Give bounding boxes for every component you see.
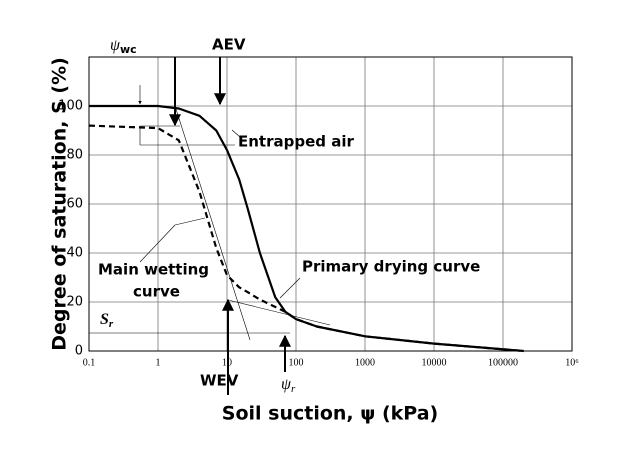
y-axis-label: Degree of saturation, S (%) [49, 57, 71, 351]
ticks: 0.1 1 10 100 1000 10000 100000 10⁶ 0 20 40 60 80 100 [58, 99, 579, 369]
psi-wc-label: ψwc [110, 37, 137, 56]
y-tick-label: 40 [66, 246, 83, 261]
entrapped-air-label: Entrapped air [238, 133, 354, 151]
arrows [138, 57, 291, 395]
x-tick-label: 100000 [488, 357, 518, 368]
grid [88, 57, 573, 352]
wetting-label: Main wetting [98, 261, 209, 279]
x-tick-label: 10 [222, 357, 232, 368]
x-tick-label: 1 [156, 357, 161, 368]
drying-label: Primary drying curve [302, 258, 480, 276]
y-tick-label: 60 [66, 197, 83, 212]
y-tick-label: 20 [66, 295, 83, 310]
x-tick-label: 1000 [355, 357, 375, 368]
x-tick-label: 10⁶ [565, 357, 579, 368]
x-axis-label: Soil suction, ψ (kPa) [222, 403, 438, 425]
y-tick-label: 0 [75, 344, 83, 359]
x-tick-label: 100 [289, 357, 304, 368]
curve [88, 124, 524, 353]
wev-label: WEV [200, 372, 239, 390]
aev-label: AEV [212, 36, 246, 54]
sr-label: Sr [100, 311, 114, 330]
y-tick-label: 80 [66, 148, 83, 163]
curves [88, 104, 524, 353]
psi-r-label: ψr [281, 376, 296, 395]
x-tick-label: 0.1 [83, 357, 96, 368]
wetting-label: curve [133, 283, 180, 301]
construction-lines [89, 105, 331, 341]
x-tick-label: 10000 [422, 357, 447, 368]
plot-frame [88, 56, 573, 352]
y-tick-label: 100 [58, 99, 83, 114]
